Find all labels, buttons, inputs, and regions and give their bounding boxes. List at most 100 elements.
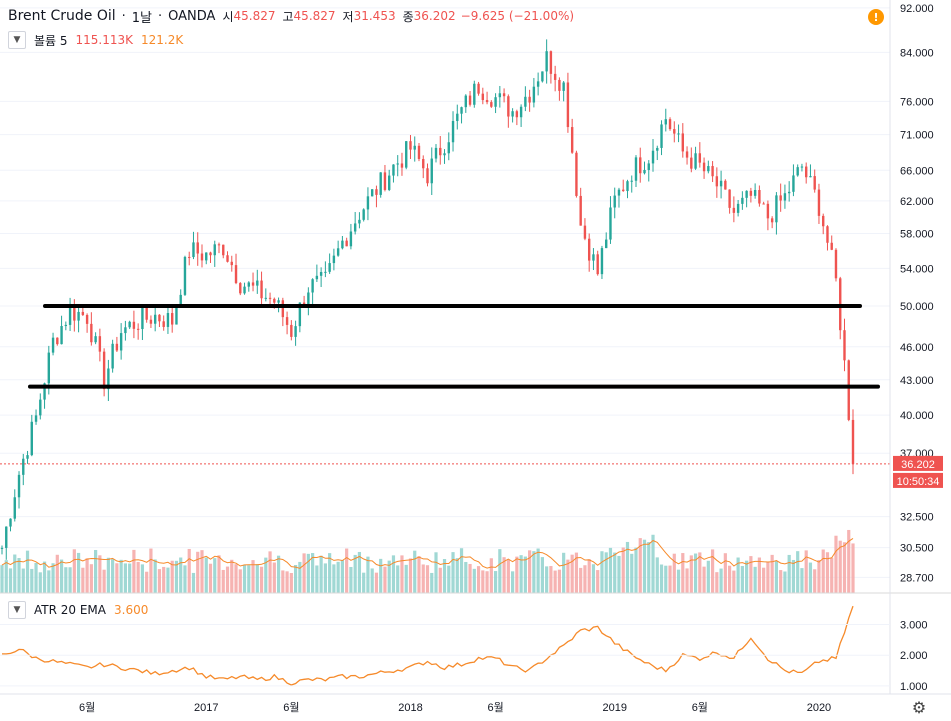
volume-bar — [523, 556, 527, 593]
candle-body — [511, 111, 514, 117]
volume-bar — [766, 561, 770, 593]
gear-icon[interactable]: ⚙ — [911, 697, 927, 717]
candle-body — [494, 97, 497, 107]
volume-bar — [140, 564, 145, 593]
countdown-badge-label: 10:50:34 — [897, 476, 940, 488]
atr-tick-label: 2.000 — [900, 650, 928, 662]
price-tick-label: 50.000 — [900, 301, 934, 313]
candle-body — [592, 254, 595, 261]
countdown-badge: 10:50:34 — [893, 472, 943, 488]
volume-bar — [179, 557, 183, 593]
volume-bar — [425, 565, 430, 593]
volume-bar — [728, 565, 732, 593]
volume-bar — [13, 554, 17, 593]
time-axis[interactable]: 6월 2017 6월 2018 6월 2019 6월 2020 — [79, 701, 831, 714]
volume-bar — [157, 569, 162, 593]
candle-body — [626, 181, 629, 192]
candle-body — [847, 360, 850, 420]
candle-body — [188, 256, 191, 258]
volume-bar — [17, 558, 21, 593]
volume-bar — [408, 558, 413, 593]
chevron-down-icon[interactable]: ▼ — [8, 31, 26, 49]
candle-body — [358, 219, 361, 224]
candle-body — [94, 336, 97, 343]
volume-bar — [225, 566, 230, 593]
volume-bar — [64, 567, 68, 593]
candle-body — [707, 166, 710, 172]
volume-bar — [166, 567, 170, 593]
alert-icon[interactable]: ! — [868, 9, 884, 25]
volume-bar — [532, 551, 536, 593]
volume-bar — [528, 550, 532, 593]
volume-bar — [493, 571, 498, 593]
atr-axis[interactable]: 3.000 2.000 1.000 — [0, 620, 928, 693]
volume-bar — [438, 567, 442, 593]
time-tick-label: 6월 — [283, 701, 299, 714]
candle-body — [311, 279, 314, 293]
volume-bar — [553, 570, 557, 593]
volume-bar — [136, 561, 140, 593]
candle-body — [817, 189, 821, 216]
volume-bar — [217, 555, 221, 593]
volume-bar — [762, 567, 766, 593]
volume-bar — [668, 565, 672, 593]
interval-label[interactable]: 1날 — [131, 10, 153, 26]
candle-body — [464, 95, 467, 108]
volume-bar — [51, 563, 55, 593]
volume-ma-line — [1, 537, 854, 569]
candle-body — [315, 275, 319, 280]
symbol-legend: Brent Crude Oil · 1날 · OANDA 시 45.827 고 45… — [8, 6, 574, 26]
volume-bar — [442, 559, 447, 593]
low-label: 저 — [342, 9, 354, 24]
volume-bar — [187, 548, 191, 593]
volume-bar — [298, 561, 302, 593]
candle-body — [524, 96, 527, 107]
volume-bar — [336, 561, 340, 593]
candle-body — [485, 100, 489, 103]
candle-body — [507, 96, 510, 117]
candle-body — [175, 306, 178, 325]
chevron-down-icon[interactable]: ▼ — [8, 601, 26, 619]
volume-bar — [817, 560, 821, 593]
candle-body — [73, 306, 76, 321]
time-tick-label: 2019 — [602, 702, 626, 714]
candle-body — [587, 238, 591, 261]
volume-bar — [268, 551, 272, 593]
volume-bar — [404, 564, 408, 593]
candle-body — [498, 93, 502, 98]
candle-body — [98, 336, 102, 352]
candle-body — [473, 83, 476, 105]
symbol-name[interactable]: Brent Crude Oil — [8, 8, 116, 24]
time-tick-label: 2018 — [398, 702, 422, 714]
volume-bar — [106, 557, 110, 593]
volume-bar — [672, 553, 676, 593]
candle-body — [51, 337, 55, 353]
volume-bar — [332, 564, 336, 593]
candle-body — [230, 261, 233, 266]
volume-bar — [238, 569, 242, 593]
volume-bar — [128, 563, 132, 593]
candle-body — [736, 203, 740, 213]
candle-body — [575, 152, 578, 196]
volume-bar — [319, 555, 323, 593]
volume-bar — [276, 555, 281, 593]
candle-body — [222, 244, 225, 256]
volume-label[interactable]: 볼륨 5 — [34, 33, 68, 48]
volume-bar — [642, 539, 647, 593]
candle-body — [362, 209, 365, 220]
close-value: 36.202 — [413, 9, 456, 23]
legend-separator: · — [121, 8, 126, 24]
price-axis[interactable]: 92.000 84.000 76.000 71.000 66.000 62.000 58.0… — [900, 3, 934, 585]
volume-bar — [132, 549, 136, 593]
candle-body — [643, 169, 646, 174]
volume-bar — [540, 557, 544, 593]
volume-bar — [340, 560, 344, 593]
candle-body — [668, 119, 672, 130]
candle-body — [111, 343, 114, 369]
volume-bar — [851, 543, 855, 593]
atr-label[interactable]: ATR 20 EMA — [34, 603, 106, 617]
atr-value: 3.600 — [114, 603, 149, 617]
candle-body — [9, 518, 12, 527]
price-tick-label: 71.000 — [900, 130, 934, 142]
